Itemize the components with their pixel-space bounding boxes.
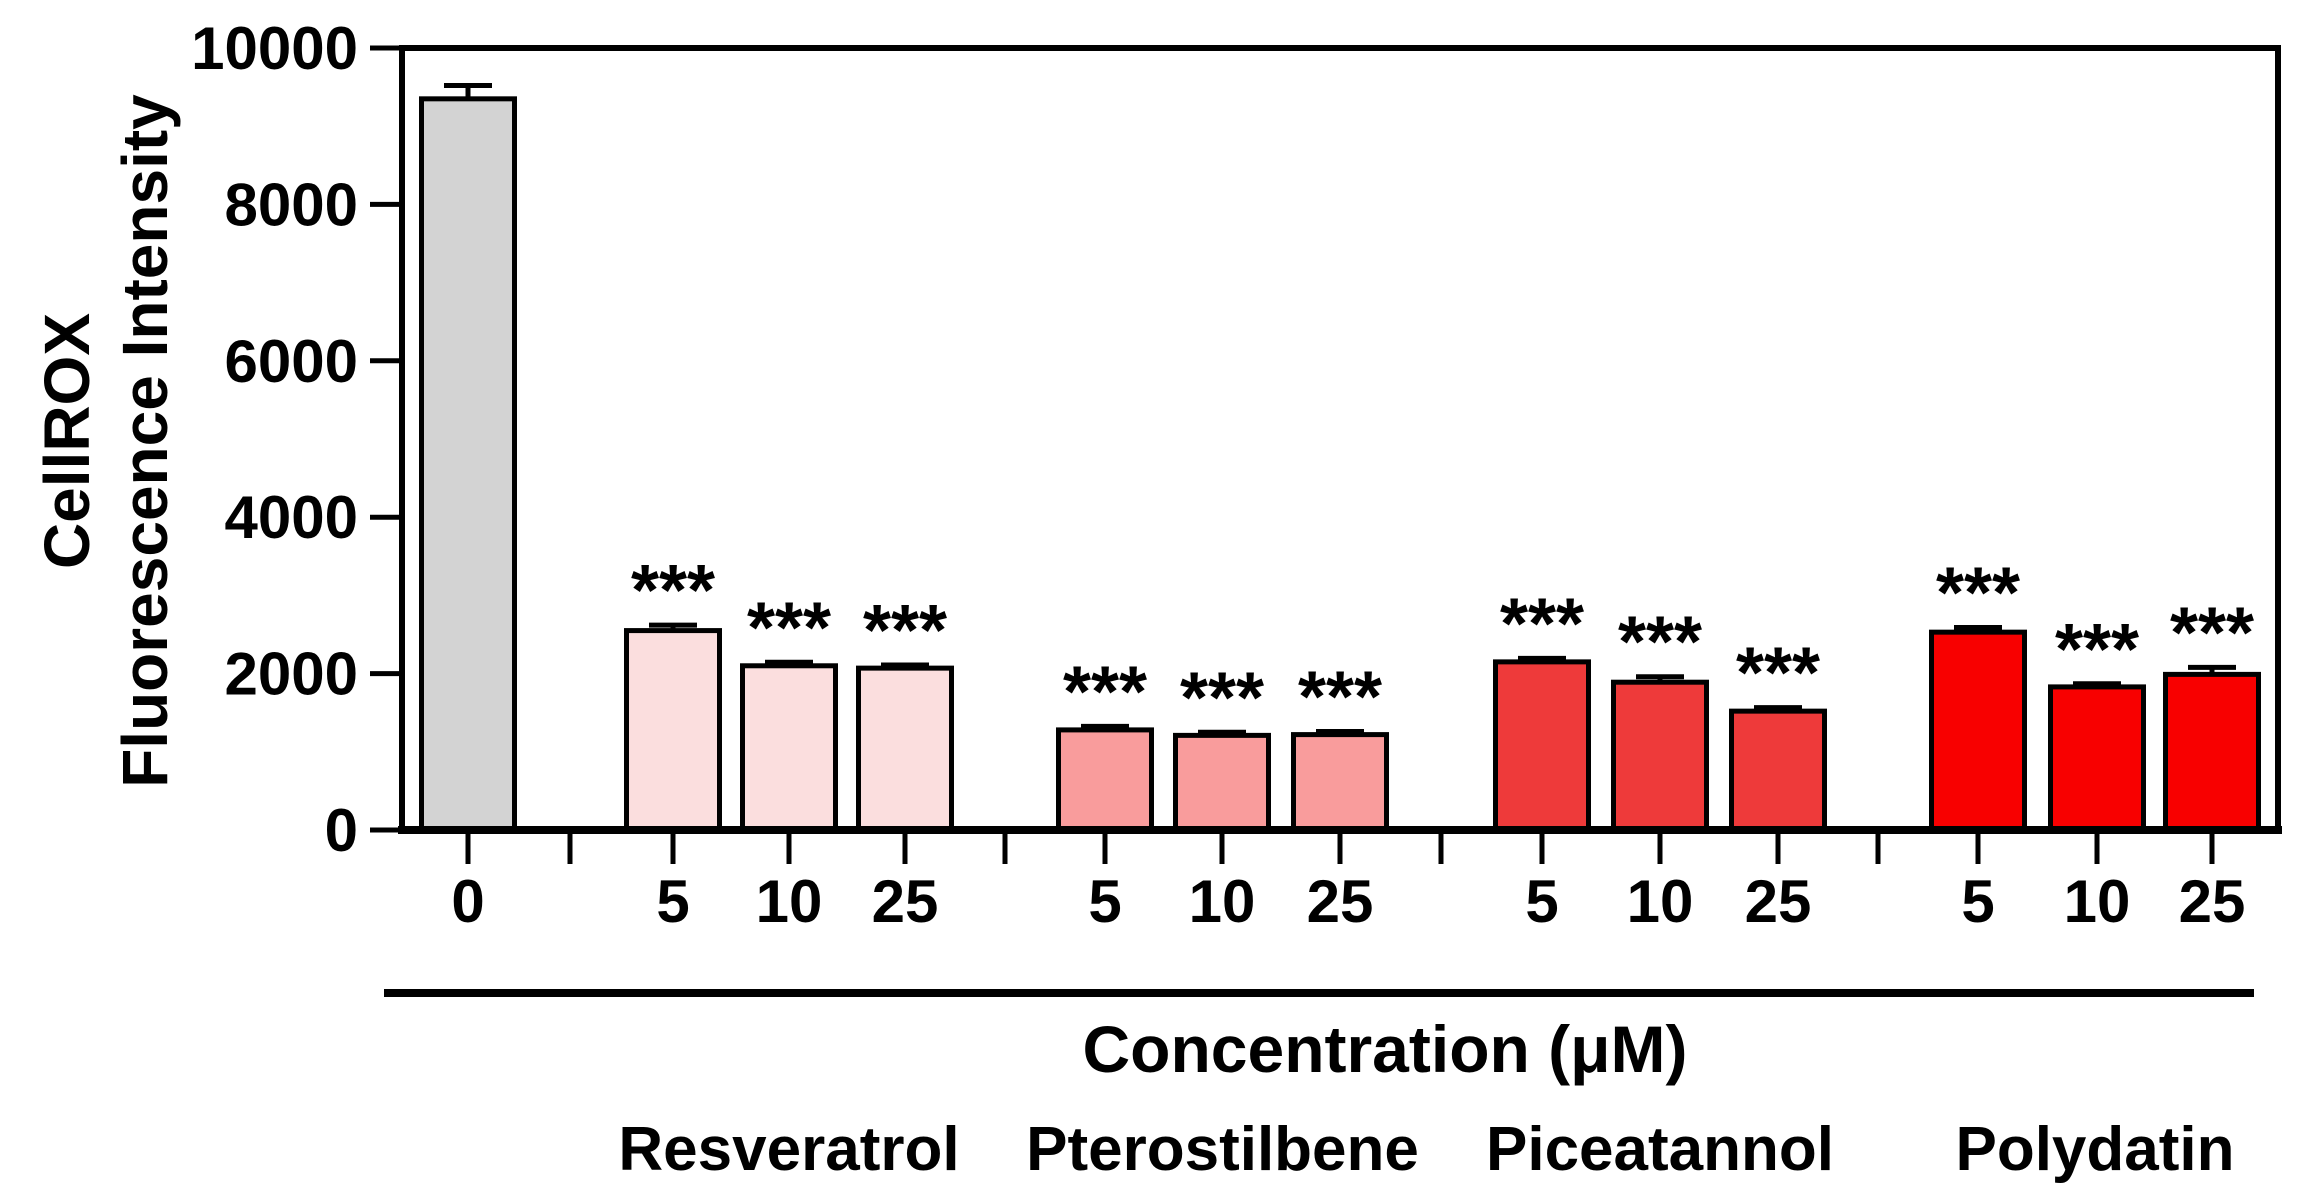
significance-stars: *** (1180, 658, 1264, 738)
x-tick-label: 10 (2064, 868, 2131, 935)
x-tick-label: 10 (756, 868, 823, 935)
bar-polydatin-10 (2048, 684, 2146, 833)
significance-stars: *** (631, 551, 715, 631)
bar-piceatannol-10 (1611, 679, 1709, 833)
significance-stars: *** (1500, 584, 1584, 664)
x-tick-label: 0 (451, 868, 484, 935)
significance-stars: *** (1298, 657, 1382, 737)
x-tick-label: 25 (872, 868, 939, 935)
x-axis-title: Concentration (μM) (1083, 1012, 1688, 1086)
significance-stars: *** (1618, 603, 1702, 683)
group-label-polydatin: Polydatin (1955, 1115, 2234, 1184)
significance-stars: *** (863, 591, 947, 671)
x-tick-label: 25 (2179, 868, 2246, 935)
significance-stars: *** (1736, 634, 1820, 714)
bar-resveratrol-10 (740, 663, 838, 833)
bar-pterostilbene-10 (1173, 732, 1271, 833)
significance-stars: *** (1936, 553, 2020, 633)
x-tick-label: 25 (1745, 868, 1812, 935)
group-label-piceatannol: Piceatannol (1486, 1115, 1834, 1184)
y-tick-label: 10000 (191, 15, 358, 82)
x-tick-label: 25 (1307, 868, 1374, 935)
y-tick-label: 2000 (225, 641, 358, 708)
y-tick-label: 8000 (225, 171, 358, 238)
significance-stars: *** (2170, 593, 2254, 673)
bar-pterostilbene-5 (1056, 727, 1154, 833)
bar-resveratrol-25 (856, 665, 954, 833)
bar-piceatannol-25 (1729, 708, 1827, 833)
y-tick-label: 0 (325, 797, 358, 864)
y-axis-title-line1: CellROX (31, 312, 103, 570)
bar-polydatin-25 (2163, 671, 2261, 833)
bar-pterostilbene-25 (1291, 732, 1389, 833)
x-tick-label: 10 (1189, 868, 1256, 935)
y-axis-title-line2: Fluorescence Intensity (109, 94, 181, 788)
bar-resveratrol-5 (624, 628, 722, 833)
y-tick-label: 4000 (225, 484, 358, 551)
x-tick-label: 10 (1627, 868, 1694, 935)
y-tick-label: 6000 (225, 328, 358, 395)
bar-polydatin-5 (1929, 629, 2027, 833)
x-tick-label: 5 (1088, 868, 1121, 935)
significance-stars: *** (1063, 652, 1147, 732)
significance-stars: *** (747, 588, 831, 668)
x-tick-label: 5 (1961, 868, 1994, 935)
bar-piceatannol-5 (1493, 659, 1591, 833)
significance-stars: *** (2055, 610, 2139, 690)
group-label-pterostilbene: Pterostilbene (1026, 1115, 1419, 1184)
y-axis-title: CellROX Fluorescence Intensity (28, 46, 188, 836)
group-label-resveratrol: Resveratrol (618, 1115, 959, 1184)
x-tick-label: 5 (1525, 868, 1558, 935)
bar-control-0 (419, 96, 517, 833)
x-tick-label: 5 (656, 868, 689, 935)
